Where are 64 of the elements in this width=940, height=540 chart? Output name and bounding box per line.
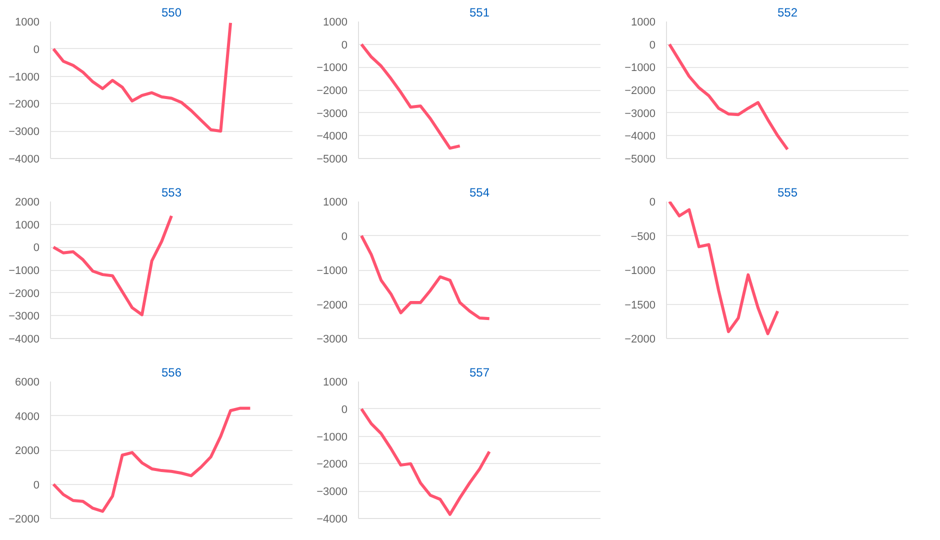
y-tick-label: −4000: [8, 334, 40, 346]
y-tick-label: 2000: [15, 196, 40, 208]
y-tick-label: −2000: [8, 288, 40, 300]
y-tick-label: 0: [33, 242, 40, 254]
y-tick-label: 0: [649, 39, 656, 52]
chart-title: 550: [161, 6, 182, 20]
y-tick-label: −3000: [316, 108, 348, 120]
y-tick-label: 1000: [323, 376, 348, 388]
y-tick-label: 0: [341, 230, 348, 243]
y-tick-label: 0: [649, 196, 656, 208]
y-tick-label: −3000: [316, 334, 348, 346]
line-series: [52, 406, 252, 513]
line-series: [360, 407, 491, 516]
y-tick-label: −1000: [8, 265, 40, 277]
y-tick-label: −3000: [624, 108, 656, 120]
y-tick-label: 2000: [15, 445, 40, 457]
chart-title: 553: [161, 186, 182, 200]
y-tick-label: −3000: [316, 486, 348, 498]
y-tick-label: −4000: [8, 154, 40, 166]
y-tick-label: 6000: [15, 376, 40, 388]
y-tick-label: −5000: [624, 154, 656, 166]
line-series: [52, 22, 232, 133]
chart-title: 555: [777, 186, 798, 200]
line-series: [52, 214, 173, 316]
y-tick-label: −2000: [316, 458, 348, 471]
y-tick-label: −4000: [316, 130, 348, 143]
y-tick-label: −1000: [624, 62, 656, 74]
y-tick-label: 0: [341, 39, 348, 52]
line-series: [668, 42, 789, 151]
y-tick-label: −2000: [316, 299, 348, 312]
chart-title: 557: [469, 366, 490, 380]
y-tick-label: 0: [33, 479, 40, 492]
y-tick-label: −1000: [316, 431, 348, 444]
y-tick-label: −4000: [316, 514, 348, 526]
y-tick-label: −2000: [624, 334, 656, 346]
line-series: [360, 42, 462, 150]
chart-title: 551: [469, 6, 490, 20]
y-tick-label: 1000: [15, 219, 40, 232]
y-tick-label: 0: [33, 44, 40, 56]
y-tick-label: 1000: [323, 16, 348, 28]
y-tick-label: −2000: [8, 514, 40, 526]
y-tick-label: −2000: [316, 85, 348, 97]
y-tick-label: −2000: [8, 98, 40, 111]
chart-title: 554: [469, 186, 490, 200]
y-tick-label: −1500: [624, 299, 656, 312]
y-tick-label: −3000: [8, 310, 40, 323]
line-series: [360, 234, 491, 320]
y-tick-label: −5000: [316, 154, 348, 166]
y-tick-label: −1000: [316, 62, 348, 74]
y-tick-label: 4000: [15, 410, 40, 423]
y-tick-label: 1000: [15, 16, 40, 28]
y-tick-label: −3000: [8, 126, 40, 138]
y-tick-label: −4000: [624, 130, 656, 143]
y-tick-label: −2000: [624, 85, 656, 97]
y-tick-label: 1000: [323, 196, 348, 208]
y-tick-label: 0: [341, 404, 348, 416]
chart-title: 552: [777, 6, 798, 20]
y-tick-label: −1000: [624, 265, 656, 277]
y-tick-label: −1000: [316, 265, 348, 277]
line-series: [668, 202, 780, 336]
y-tick-label: −500: [630, 230, 656, 243]
y-tick-label: −1000: [8, 71, 40, 84]
y-tick-label: 1000: [631, 16, 656, 28]
chart-title: 556: [161, 366, 182, 380]
